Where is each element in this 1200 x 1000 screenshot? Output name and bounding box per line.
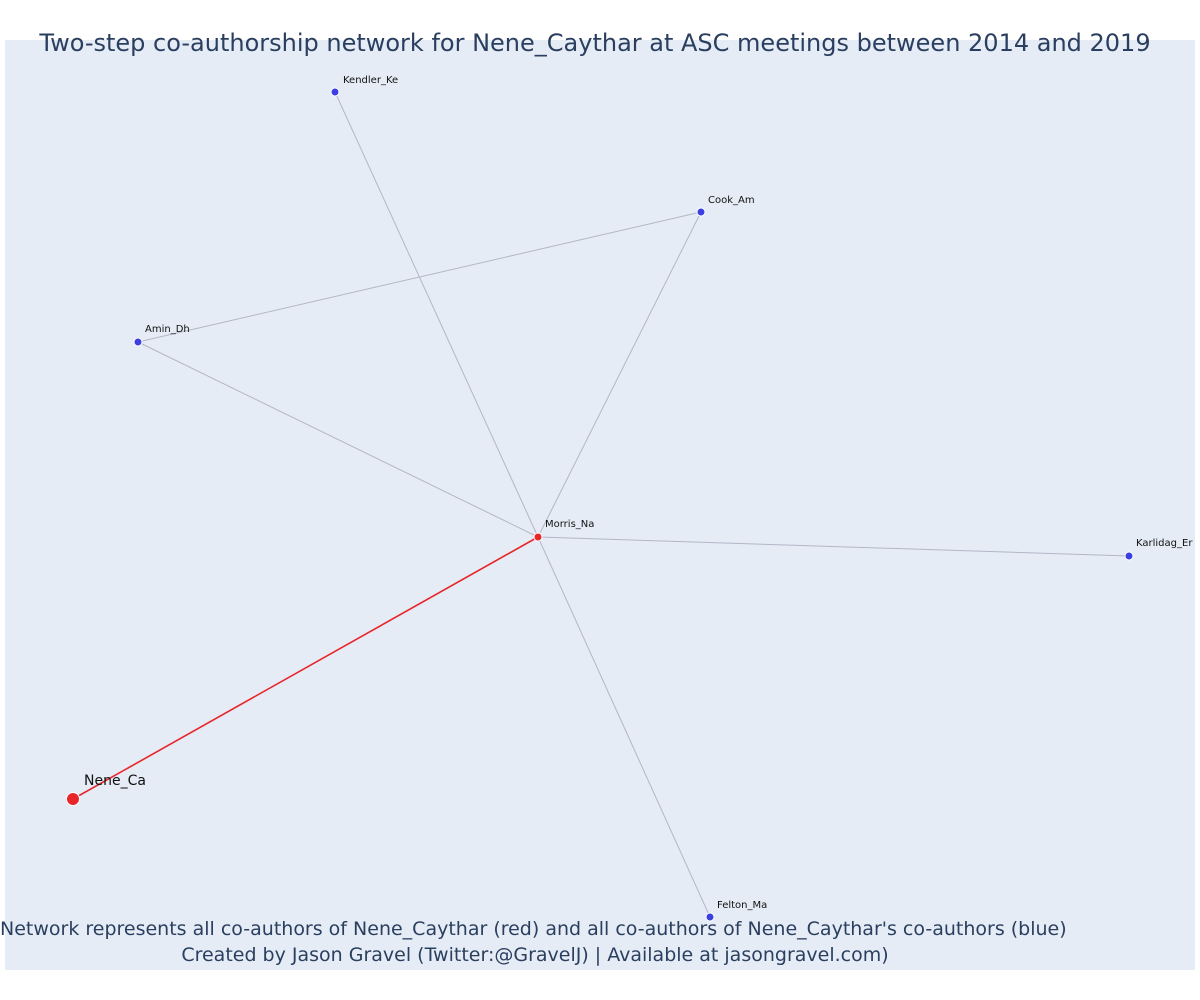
caption-line-2: Created by Jason Gravel (Twitter:@Gravel… — [181, 944, 889, 966]
edge-Morris_Na-Cook_Am — [537, 211, 702, 538]
plot-area — [5, 40, 1195, 970]
edge-Morris_Na-Kendler_Ke — [334, 91, 539, 538]
node-label-Amin_Dh: Amin_Dh — [145, 324, 190, 335]
edge-Nene_Ca-Morris_Na — [72, 536, 539, 800]
nodes-layer — [66, 87, 1134, 922]
node-Amin_Dh[interactable] — [133, 337, 143, 347]
edge-Morris_Na-Karlidag_Er — [537, 536, 1130, 557]
node-label-Cook_Am: Cook_Am — [708, 195, 755, 206]
node-Nene_Ca[interactable] — [66, 792, 80, 806]
node-Morris_Na[interactable] — [533, 532, 543, 542]
node-Felton_Ma[interactable] — [705, 912, 715, 922]
node-Kendler_Ke[interactable] — [330, 87, 340, 97]
node-Cook_Am[interactable] — [696, 207, 706, 217]
node-label-Felton_Ma: Felton_Ma — [717, 900, 767, 911]
node-label-Nene_Ca: Nene_Ca — [84, 773, 146, 789]
edge-Amin_Dh-Cook_Am — [137, 211, 702, 343]
node-label-Kendler_Ke: Kendler_Ke — [343, 75, 398, 86]
node-label-Karlidag_Er: Karlidag_Er — [1136, 538, 1193, 549]
node-Karlidag_Er[interactable] — [1124, 551, 1134, 561]
edge-Morris_Na-Amin_Dh — [137, 341, 539, 538]
chart-title: Two-step co-authorship network for Nene_… — [39, 29, 1151, 57]
edges-layer — [72, 91, 1130, 918]
labels-layer: Nene_Ca Morris_Na Kendler_Ke Cook_Am Amin_Dh… — [84, 75, 1193, 911]
node-label-Morris_Na: Morris_Na — [545, 519, 594, 530]
edge-Morris_Na-Felton_Ma — [537, 536, 711, 918]
caption-line-1: Network represents all co-authors of Nen… — [0, 918, 1067, 940]
